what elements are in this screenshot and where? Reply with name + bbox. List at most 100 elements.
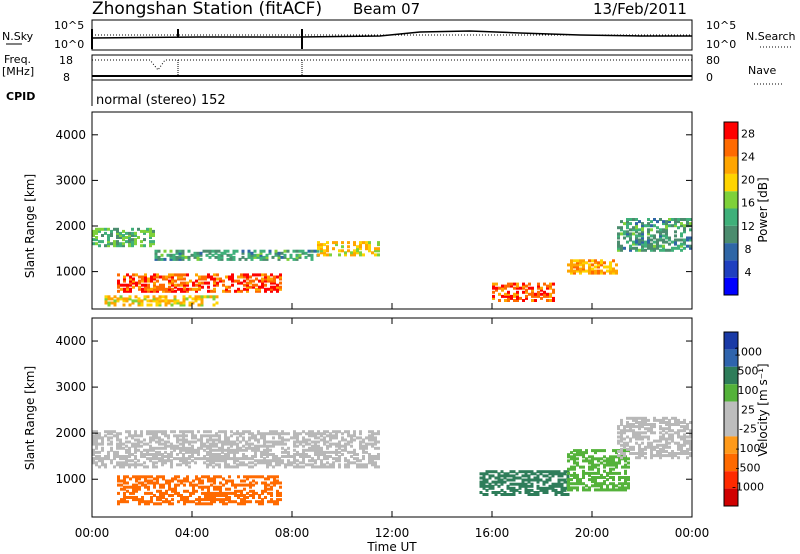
data-cell (186, 281, 189, 285)
data-cell (482, 478, 486, 482)
data-cell (171, 273, 174, 277)
data-cell (129, 279, 132, 283)
data-cell (570, 451, 573, 455)
data-cell (591, 269, 594, 273)
data-cell (178, 249, 182, 253)
data-cell (134, 450, 137, 454)
data-cell (311, 457, 314, 461)
data-cell (644, 240, 647, 244)
data-cell (557, 478, 561, 482)
data-cell (659, 421, 662, 424)
data-cell (665, 220, 668, 224)
data-cell (208, 251, 212, 255)
data-cell (138, 485, 141, 489)
data-cell (204, 281, 207, 285)
data-cell (235, 249, 239, 253)
data-cell (576, 476, 579, 479)
data-cell (110, 459, 113, 463)
data-cell (338, 430, 341, 434)
data-cell (527, 488, 531, 492)
data-cell (213, 491, 216, 495)
data-cell (626, 240, 629, 244)
data-cell (192, 500, 195, 504)
data-cell (293, 455, 296, 458)
data-cell (585, 451, 588, 455)
data-cell (149, 446, 152, 450)
data-cell (92, 450, 95, 454)
data-cell (254, 450, 257, 454)
data-cell (686, 244, 689, 248)
data-cell (129, 477, 132, 481)
data-cell (233, 432, 236, 436)
data-cell (248, 442, 251, 446)
data-cell (638, 240, 641, 244)
data-cell (341, 436, 344, 440)
data-cell (647, 238, 650, 242)
data-cell (245, 463, 248, 467)
data-cell (591, 461, 594, 465)
data-cell (156, 498, 159, 502)
data-cell (222, 279, 225, 283)
data-cell (317, 453, 320, 456)
data-cell (659, 435, 662, 439)
data-cell (254, 455, 257, 458)
data-cell (199, 257, 203, 261)
data-cell (177, 494, 180, 497)
data-cell (635, 230, 638, 234)
data-cell (120, 500, 123, 504)
data-cell (647, 445, 650, 449)
data-cell (119, 234, 122, 237)
data-cell (123, 500, 126, 504)
data-cell (603, 476, 606, 479)
data-cell (326, 465, 329, 469)
data-cell (189, 494, 192, 497)
data-cell (150, 287, 153, 291)
data-cell (224, 432, 227, 436)
data-cell (374, 457, 377, 461)
data-cell (273, 287, 276, 291)
data-cell (617, 427, 620, 431)
data-cell (149, 448, 152, 452)
data-cell (305, 438, 308, 442)
data-cell (500, 478, 504, 482)
data-cell (276, 498, 279, 502)
data-cell (187, 249, 191, 253)
data-cell (247, 251, 251, 255)
data-cell (638, 452, 641, 455)
data-cell (638, 425, 641, 429)
data-cell (236, 442, 239, 446)
data-cell (141, 475, 144, 479)
data-cell (159, 502, 162, 506)
data-cell (147, 283, 150, 287)
data-cell (563, 470, 567, 474)
data-cell (671, 224, 674, 228)
data-cell (662, 447, 665, 451)
data-cell (173, 295, 177, 299)
data-cell (162, 289, 165, 293)
data-cell (284, 448, 287, 452)
data-cell (153, 494, 156, 497)
data-cell (353, 253, 356, 257)
data-cell (95, 238, 98, 242)
data-cell (120, 287, 123, 291)
data-cell (668, 238, 671, 242)
data-cell (635, 236, 638, 240)
data-cell (482, 472, 486, 476)
data-cell (132, 496, 135, 499)
y-tick-label: 2000 (55, 426, 86, 440)
data-cell (281, 438, 284, 442)
data-cell (635, 421, 638, 424)
data-cell (530, 482, 534, 486)
data-cell (161, 430, 164, 434)
data-cell (178, 251, 182, 255)
data-cell (287, 438, 290, 442)
data-cell (570, 465, 573, 469)
data-cell (134, 457, 137, 461)
data-cell (261, 489, 264, 493)
data-cell (234, 500, 237, 504)
data-cell (122, 463, 125, 467)
data-cell (257, 430, 260, 434)
data-cell (542, 474, 546, 478)
data-cell (579, 259, 582, 263)
data-cell (302, 455, 305, 458)
